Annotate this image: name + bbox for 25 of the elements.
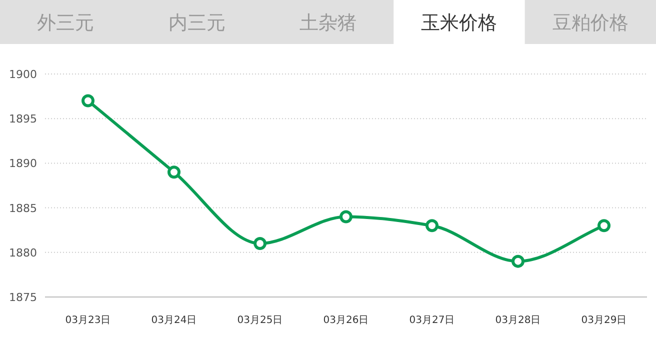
text: 土杂猪 xyxy=(300,12,356,34)
y-tick-label: 1875 xyxy=(9,291,37,304)
point xyxy=(598,219,610,232)
text: 豆粕价格 xyxy=(552,12,628,34)
y-tick-label: 1900 xyxy=(9,68,37,81)
text: 内三元 xyxy=(168,12,226,34)
chart-title: 玉米价格 xyxy=(421,12,498,34)
y-tick-label: 1895 xyxy=(9,112,37,126)
y-tick-label: 1880 xyxy=(9,246,37,260)
y-tick-label: 1890 xyxy=(9,157,37,170)
point xyxy=(82,94,94,108)
x-tick-label: 03月24日 xyxy=(151,315,197,326)
point xyxy=(168,166,180,179)
point xyxy=(254,236,266,250)
x-tick-label: 03月29日 xyxy=(581,315,627,326)
x-tick-label: 03月27日 xyxy=(409,315,455,326)
text: 外三元 xyxy=(37,12,94,34)
point xyxy=(512,254,524,268)
x-tick-label: 03月25日 xyxy=(237,315,283,326)
y-tick-label: 1885 xyxy=(9,202,37,215)
x-tick-label: 03月28日 xyxy=(495,315,541,326)
x-tick-label: 03月26日 xyxy=(323,315,369,326)
point xyxy=(340,210,352,224)
x-tick-label: 03月23日 xyxy=(65,315,111,326)
point xyxy=(426,219,438,232)
